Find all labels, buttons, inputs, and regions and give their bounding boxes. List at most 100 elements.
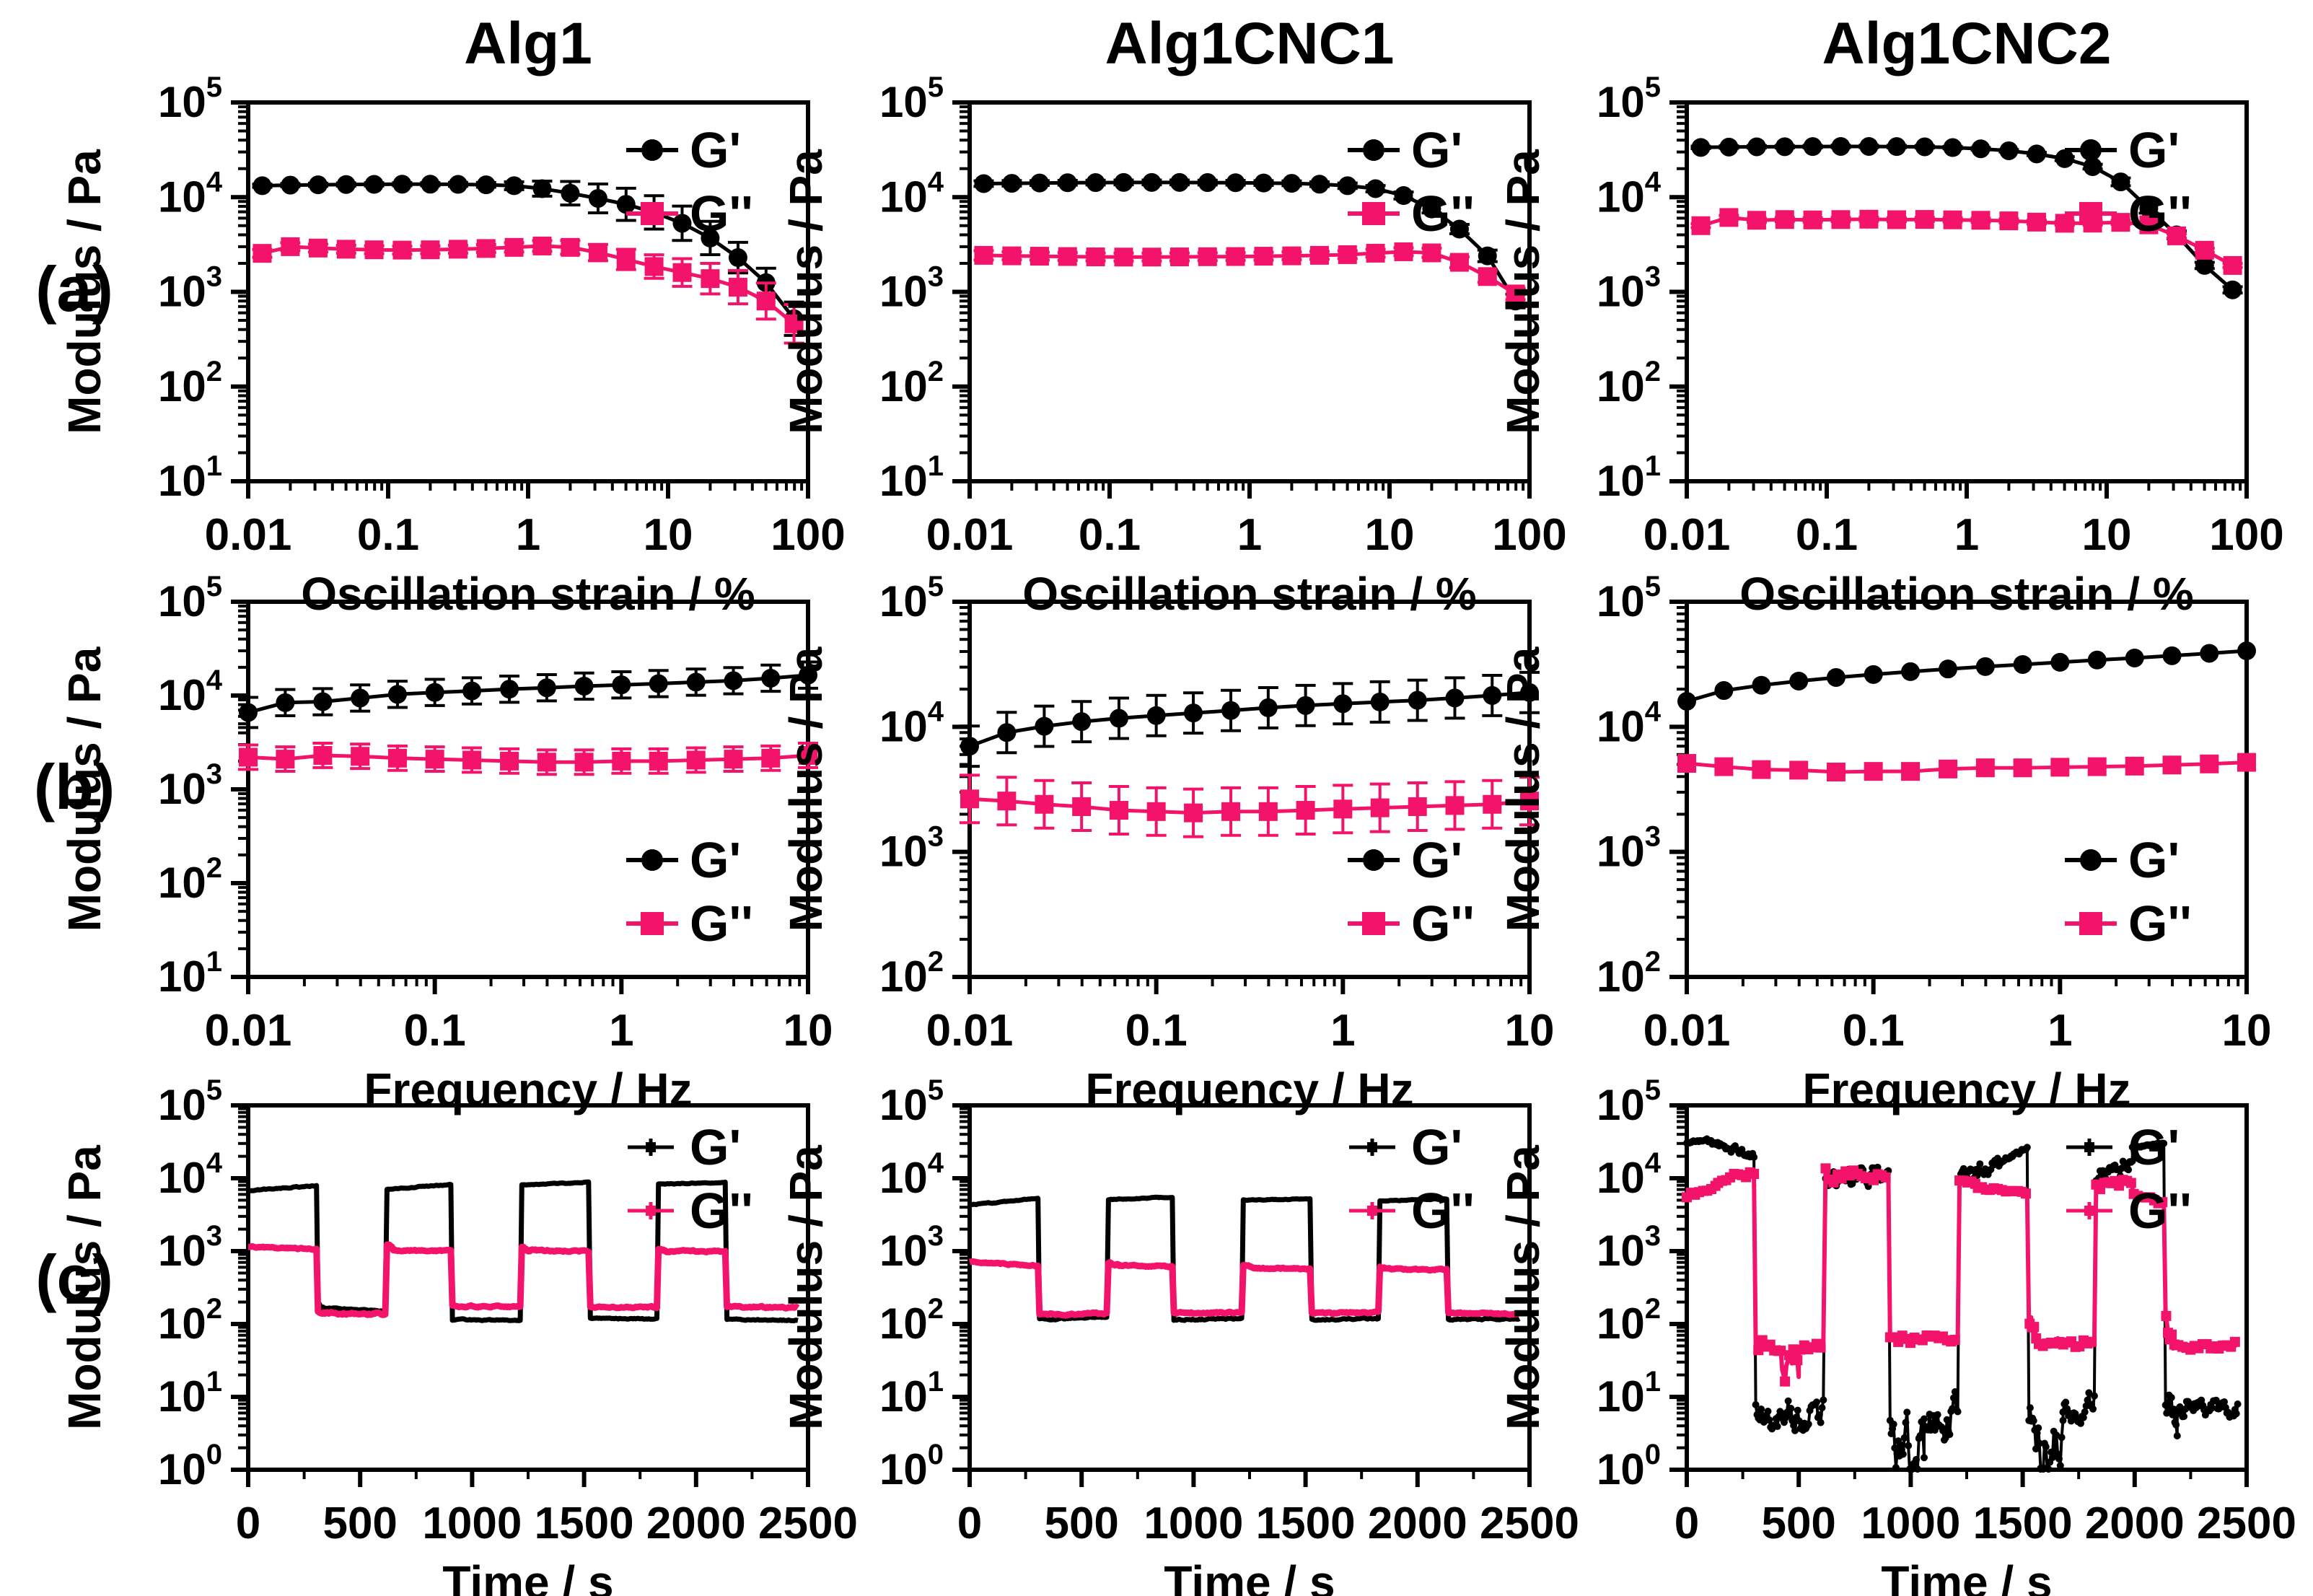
marker-square <box>1887 210 1906 229</box>
marker-square <box>1002 246 1022 266</box>
y-tick-label: 103 <box>879 1220 944 1275</box>
legend-label: G'' <box>690 895 753 952</box>
marker-circle <box>2087 650 2107 670</box>
marker-circle <box>1114 172 1133 192</box>
y-tick-label: 100 <box>1597 1439 1661 1494</box>
marker-circle <box>253 176 272 196</box>
series-g-double-prime <box>1677 753 2256 781</box>
row-label-a: (a) <box>35 253 113 325</box>
y-tick-label: 104 <box>1597 166 1662 221</box>
marker-square <box>1184 803 1203 823</box>
legend-label: G'' <box>690 1183 753 1239</box>
marker-square <box>2167 226 2186 245</box>
marker-circle <box>1901 662 1921 681</box>
x-tick-label: 1 <box>516 510 540 560</box>
marker-square <box>336 240 356 259</box>
marker-circle <box>336 175 356 194</box>
y-tick-label: 100 <box>158 1439 222 1494</box>
marker-circle <box>612 675 631 695</box>
y-tick-label: 101 <box>1597 1366 1661 1421</box>
marker-square <box>1478 267 1497 286</box>
marker-square <box>276 750 295 769</box>
axis-ticks <box>231 1103 810 1487</box>
y-tick-label: 101 <box>158 450 222 505</box>
marker-square <box>1030 247 1049 266</box>
marker-circle <box>724 671 743 690</box>
y-axis-label: Modulus / Pa <box>58 646 110 931</box>
legend: G' G'' <box>626 122 753 242</box>
x-tick-label: 0.01 <box>926 510 1014 560</box>
chart-b2: 102 103 104 105 0.01 0.1 1 10 Frequency / Hz Modu… <box>780 571 1554 1115</box>
legend-label: G'' <box>2128 895 2192 952</box>
marker-square <box>1971 211 1991 230</box>
x-tick-label: 100 <box>2209 510 2283 560</box>
x-axis-label: Time / s <box>1164 1556 1335 1596</box>
marker-square <box>1169 247 1189 267</box>
marker-circle <box>2125 648 2144 667</box>
marker-square <box>1943 210 1962 229</box>
marker-circle <box>351 688 370 708</box>
marker-circle <box>588 188 607 208</box>
marker-square <box>1408 797 1427 816</box>
marker-square <box>2027 212 2046 232</box>
marker-square <box>1826 762 1845 781</box>
y-tick-label: 103 <box>158 1220 222 1275</box>
marker-circle <box>1198 173 1217 193</box>
legend-label: G' <box>1411 122 1462 178</box>
y-tick-label: 105 <box>158 571 222 626</box>
y-tick-label: 102 <box>1597 356 1661 411</box>
y-tick-label: 103 <box>879 821 944 876</box>
marker-circle <box>364 175 384 194</box>
legend-label: G'' <box>2128 185 2192 242</box>
series-line <box>247 753 809 764</box>
marker-square <box>1198 247 1217 266</box>
marker-circle <box>701 228 720 247</box>
marker-circle <box>281 175 300 195</box>
marker-square <box>462 750 482 770</box>
y-tick-label: 104 <box>879 696 944 750</box>
legend-label: G'' <box>1411 185 1475 242</box>
legend-label: G'' <box>1411 895 1475 952</box>
marker-square <box>2013 758 2032 778</box>
marker-square <box>2139 215 2159 234</box>
marker-circle <box>2162 646 2182 665</box>
y-axis-label: Modulus / Pa <box>58 1145 110 1430</box>
marker-circle <box>1714 681 1734 701</box>
marker-square <box>448 240 468 259</box>
x-tick-label: 2500 <box>758 1499 858 1548</box>
marker-square <box>1859 209 1879 229</box>
marker-square <box>1109 801 1128 820</box>
marker-square <box>1831 210 1851 229</box>
marker-square <box>1370 798 1390 817</box>
marker-square <box>1366 243 1385 263</box>
marker-square <box>1422 243 1441 263</box>
row-label-c: (c) <box>35 1242 113 1313</box>
x-tick-label: 500 <box>1761 1499 1835 1548</box>
series-g-double-prime <box>967 1258 1522 1319</box>
marker-square <box>2237 753 2256 772</box>
marker-square <box>1999 211 2019 231</box>
y-tick-label: 105 <box>1597 71 1661 126</box>
x-tick-label: 1000 <box>1861 1499 1960 1548</box>
marker-circle <box>649 674 668 693</box>
marker-circle <box>2050 652 2070 672</box>
x-tick-label: 0.1 <box>1125 1006 1188 1056</box>
marker-square <box>724 750 743 769</box>
marker-square <box>2055 214 2074 233</box>
x-axis-label: Frequency / Hz <box>1085 1064 1413 1115</box>
marker-square <box>2050 758 2070 777</box>
marker-circle <box>1864 665 1883 684</box>
y-tick-label: 100 <box>879 1439 944 1494</box>
x-tick-label: 1 <box>1954 510 1979 560</box>
marker-circle <box>1184 703 1203 723</box>
marker-circle <box>421 175 440 194</box>
x-tick-label: 2000 <box>646 1499 746 1548</box>
series-g-double-prime <box>238 742 818 776</box>
marker-square <box>1483 794 1502 814</box>
marker-square <box>960 789 979 809</box>
chart-c2: 100 101 102 103 104 105 0 500 1000 1500 2000 2500 Ti… <box>780 1074 1579 1596</box>
marker-square <box>1691 216 1711 235</box>
y-tick-label: 102 <box>879 356 944 411</box>
y-tick-label: 102 <box>158 1293 222 1348</box>
